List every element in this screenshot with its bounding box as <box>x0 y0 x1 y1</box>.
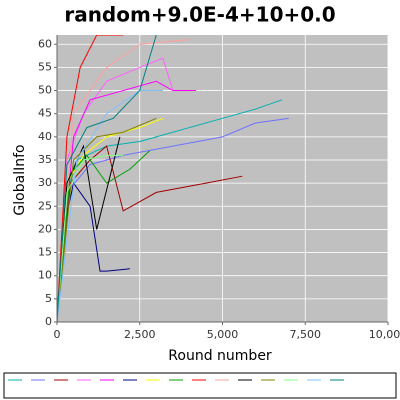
series-line <box>57 39 190 322</box>
series-line <box>57 154 124 322</box>
y-tick-label: 60 <box>38 37 52 50</box>
y-tick-label: 20 <box>38 222 52 235</box>
y-tick-label: 45 <box>38 107 52 120</box>
x-tick-label: 7,500 <box>290 328 322 341</box>
plot-lines <box>57 35 289 322</box>
series-line <box>57 57 174 322</box>
y-tick-label: 55 <box>38 60 52 73</box>
x-tick-label: 10,000 <box>369 328 400 341</box>
y-tick-label: 0 <box>45 315 52 328</box>
x-tick-label: 0 <box>54 328 61 341</box>
x-axis-title: Round number <box>168 348 272 364</box>
series-line <box>57 117 157 322</box>
y-tick-label: 40 <box>38 130 52 143</box>
legend <box>3 372 397 399</box>
series-line <box>57 35 157 322</box>
y-tick-label: 30 <box>38 176 52 189</box>
x-tick-label: 5,000 <box>207 328 239 341</box>
series-line <box>57 35 124 322</box>
y-tick-label: 50 <box>38 84 52 97</box>
x-tick-label: 2,500 <box>124 328 156 341</box>
series-line <box>57 80 197 322</box>
series-line <box>57 150 151 322</box>
chart-title: random+9.0E-4+10+0.0 <box>64 3 335 27</box>
y-tick-label: 10 <box>38 269 52 282</box>
y-tick-label: 15 <box>38 246 52 259</box>
y-tick-label: 35 <box>38 153 52 166</box>
y-tick-label: 25 <box>38 199 52 212</box>
y-tick-label: 5 <box>45 292 52 305</box>
series-line <box>57 90 163 322</box>
y-axis-title: GlobalInfo <box>12 144 28 215</box>
